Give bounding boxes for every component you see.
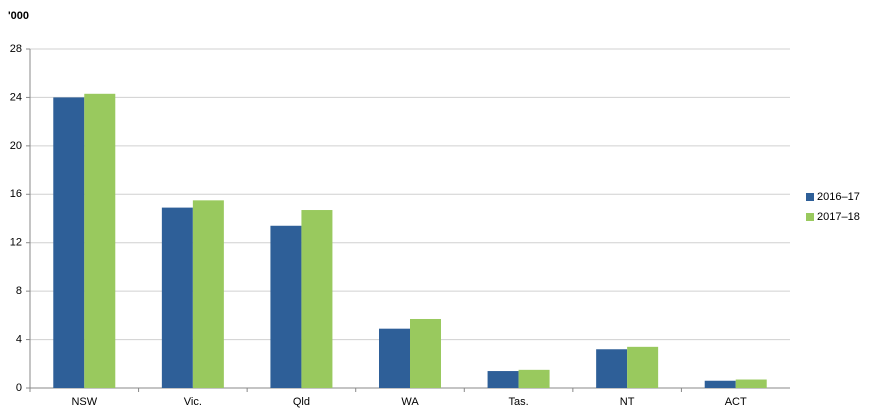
y-tick-label: 12	[10, 237, 22, 249]
bar	[596, 349, 628, 388]
y-tick-label: 16	[10, 188, 22, 200]
y-axis-label: '000	[8, 10, 29, 22]
x-tick-label: ACT	[725, 396, 747, 408]
legend-swatch	[806, 193, 814, 201]
bar	[704, 380, 736, 388]
y-tick-label: 0	[16, 382, 22, 394]
bar	[301, 210, 333, 388]
bar	[84, 93, 116, 389]
legend-label: 2016–17	[817, 191, 860, 203]
bar	[735, 379, 767, 388]
x-tick-label: WA	[401, 396, 419, 408]
bar	[410, 318, 441, 388]
x-tick-label: NSW	[71, 396, 97, 408]
bar	[518, 369, 550, 388]
x-tick-label: NT	[620, 396, 635, 408]
bar	[161, 207, 193, 388]
bar	[192, 200, 224, 388]
x-tick-label: Tas.	[508, 396, 528, 408]
bar	[270, 225, 302, 388]
legend-label: 2017–18	[817, 211, 860, 223]
bar	[627, 346, 659, 388]
bar	[379, 328, 410, 388]
bar	[53, 97, 85, 388]
bar	[487, 371, 519, 388]
x-tick-label: Vic.	[184, 396, 202, 408]
y-tick-label: 4	[16, 333, 22, 345]
y-tick-label: 8	[16, 285, 22, 297]
y-tick-label: 24	[10, 91, 22, 103]
y-tick-label: 28	[10, 43, 22, 55]
legend-swatch	[806, 213, 814, 221]
x-tick-label: Qld	[293, 396, 310, 408]
y-tick-label: 20	[10, 140, 22, 152]
